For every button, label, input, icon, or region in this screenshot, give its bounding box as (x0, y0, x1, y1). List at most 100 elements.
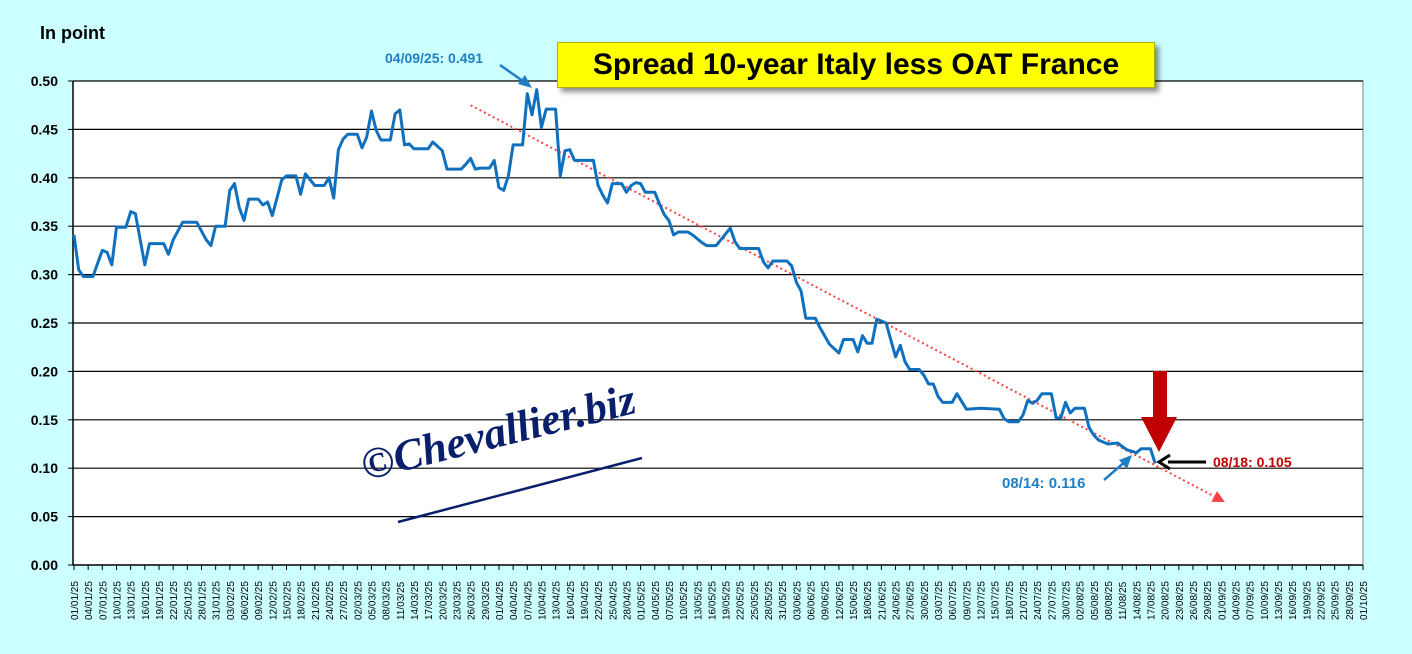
x-tick-label: 18/02/25 (297, 581, 308, 620)
x-tick-label: 07/01/25 (98, 581, 109, 620)
x-tick-label: 19/09/25 (1302, 581, 1313, 620)
x-tick-label: 03/02/25 (226, 581, 237, 620)
x-tick-label: 23/08/25 (1175, 581, 1186, 620)
aug14-annotation: 08/14: 0.116 (1002, 475, 1086, 492)
x-tick-label: 24/02/25 (325, 581, 336, 620)
x-tick-label: 19/01/25 (155, 581, 166, 620)
x-tick-label: 11/08/25 (1118, 581, 1129, 620)
y-tick-label: 0.05 (31, 509, 58, 525)
x-tick-label: 13/01/25 (127, 581, 138, 620)
series-line (72, 88, 1157, 464)
x-tick-label: 10/09/25 (1260, 581, 1271, 620)
x-tick-label: 07/05/25 (665, 581, 676, 620)
x-tick-label: 04/09/25 (1232, 581, 1243, 620)
x-tick-label: 26/08/25 (1189, 581, 1200, 620)
trendline-arrowhead-icon (1211, 491, 1225, 503)
x-tick-label: 01/05/25 (637, 581, 648, 620)
peak-annotation: 04/09/25: 0.491 (385, 50, 484, 66)
x-tick-label: 28/09/25 (1345, 581, 1356, 620)
x-tick-label: 08/08/25 (1104, 581, 1115, 620)
x-tick-label: 24/07/25 (1033, 581, 1044, 620)
x-tick-label: 06/02/25 (240, 581, 251, 620)
x-tick-label: 10/04/25 (537, 581, 548, 620)
x-tick-label: 28/05/25 (764, 581, 775, 620)
x-tick-label: 26/03/25 (467, 581, 478, 620)
x-tick-label: 28/04/25 (622, 581, 633, 620)
x-tick-label: 25/01/25 (183, 581, 194, 620)
y-tick-label: 0.25 (31, 315, 58, 331)
x-tick-label: 27/06/25 (906, 581, 917, 620)
y-axis-ticks: 0.00 0.05 0.10 0.15 0.20 0.25 0.30 0.35 0.40 0.45… (31, 73, 73, 573)
x-tick-label: 18/06/25 (863, 581, 874, 620)
x-tick-label: 03/07/25 (934, 581, 945, 620)
x-tick-label: 16/05/25 (707, 581, 718, 620)
x-tick-label: 07/04/25 (523, 581, 534, 620)
x-tick-label: 25/04/25 (608, 581, 619, 620)
down-arrow-icon (1141, 371, 1177, 452)
x-tick-label: 16/01/25 (141, 581, 152, 620)
y-tick-label: 0.30 (31, 267, 58, 283)
aug14-arrow-icon (1103, 455, 1132, 481)
x-tick-label: 10/05/25 (679, 581, 690, 620)
x-tick-label: 19/05/25 (722, 581, 733, 620)
x-tick-label: 11/03/25 (396, 581, 407, 620)
x-tick-label: 17/03/25 (424, 581, 435, 620)
x-tick-label: 29/03/25 (481, 581, 492, 620)
aug18-annotation: 08/18: 0.105 (1213, 454, 1292, 470)
x-tick-label: 21/06/25 (877, 581, 888, 620)
y-tick-label: 0.40 (31, 170, 58, 186)
x-tick-label: 19/04/25 (580, 581, 591, 620)
x-tick-label: 01/01/25 (70, 581, 81, 620)
x-tick-label: 06/06/25 (807, 581, 818, 620)
x-tick-label: 06/07/25 (948, 581, 959, 620)
x-tick-label: 13/05/25 (693, 581, 704, 620)
x-tick-label: 15/06/25 (849, 581, 860, 620)
x-tick-label: 24/06/25 (892, 581, 903, 620)
peak-arrow-icon (499, 63, 532, 88)
x-tick-label: 20/03/25 (438, 581, 449, 620)
y-tick-label: 0.45 (31, 121, 58, 137)
x-tick-label: 31/05/25 (778, 581, 789, 620)
y-axis-title: In point (40, 23, 105, 43)
x-tick-label: 29/08/25 (1203, 581, 1214, 620)
y-tick-label: 0.10 (31, 460, 58, 476)
x-tick-label: 23/03/25 (452, 581, 463, 620)
x-tick-label: 01/10/25 (1359, 581, 1370, 620)
x-tick-label: 20/08/25 (1161, 581, 1172, 620)
x-tick-label: 08/03/25 (382, 581, 393, 620)
x-tick-label: 02/08/25 (1076, 581, 1087, 620)
x-tick-label: 05/03/25 (367, 581, 378, 620)
y-tick-label: 0.50 (31, 73, 58, 89)
x-tick-label: 31/01/25 (212, 581, 223, 620)
x-tick-label: 28/01/25 (197, 581, 208, 620)
x-tick-label: 27/02/25 (339, 581, 350, 620)
x-tick-label: 15/07/25 (991, 581, 1002, 620)
x-tick-label: 15/02/25 (282, 581, 293, 620)
y-tick-label: 0.00 (31, 557, 58, 573)
x-tick-label: 02/03/25 (353, 581, 364, 620)
x-tick-label: 04/04/25 (509, 581, 520, 620)
x-tick-label: 16/04/25 (566, 581, 577, 620)
x-tick-label: 22/04/25 (594, 581, 605, 620)
chart-title: Spread 10-year Italy less OAT France (557, 42, 1155, 88)
x-tick-label: 05/08/25 (1090, 581, 1101, 620)
x-tick-label: 09/07/25 (962, 581, 973, 620)
x-tick-label: 04/05/25 (651, 581, 662, 620)
x-tick-label: 12/07/25 (977, 581, 988, 620)
x-tick-label: 13/09/25 (1274, 581, 1285, 620)
x-tick-label: 30/07/25 (1062, 581, 1073, 620)
y-tick-label: 0.20 (31, 363, 58, 379)
x-tick-label: 25/05/25 (750, 581, 761, 620)
x-tick-label: 22/09/25 (1317, 581, 1328, 620)
x-tick-label: 30/06/25 (920, 581, 931, 620)
watermark-underline (397, 456, 643, 524)
x-tick-label: 18/07/25 (1005, 581, 1016, 620)
x-tick-label: 01/09/25 (1217, 581, 1228, 620)
x-tick-label: 09/06/25 (821, 581, 832, 620)
x-tick-label: 07/09/25 (1246, 581, 1257, 620)
x-tick-label: 12/06/25 (835, 581, 846, 620)
x-tick-label: 13/04/25 (552, 581, 563, 620)
x-tick-label: 03/06/25 (792, 581, 803, 620)
x-tick-label: 22/05/25 (736, 581, 747, 620)
